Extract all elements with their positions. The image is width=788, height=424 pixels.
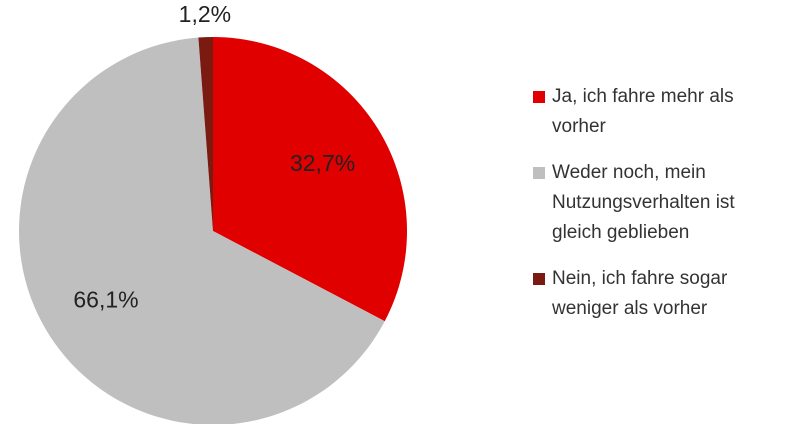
pie-slice — [19, 37, 385, 424]
data-label: 32,7% — [290, 150, 355, 176]
legend-label: Ja, ich fahre mehr als vorher — [552, 86, 734, 137]
pie-slice — [198, 37, 213, 231]
legend-swatch — [533, 91, 545, 103]
legend: Ja, ich fahre mehr als vorher Weder noch,… — [533, 82, 763, 340]
legend-swatch — [533, 273, 545, 285]
legend-item: Weder noch, mein Nutzungsverhalten ist g… — [533, 158, 763, 248]
legend-swatch — [533, 167, 545, 179]
legend-item: Nein, ich fahre sogar weniger als vorher — [533, 264, 763, 324]
legend-label: Nein, ich fahre sogar weniger als vorher — [552, 268, 728, 319]
legend-label: Weder noch, mein Nutzungsverhalten ist g… — [552, 162, 735, 243]
pie-slice — [213, 37, 407, 322]
data-label: 1,2% — [179, 1, 231, 27]
data-label: 66,1% — [73, 286, 138, 312]
chart: 32,7% 66,1% 1,2% — [19, 1, 407, 424]
legend-item: Ja, ich fahre mehr als vorher — [533, 82, 763, 142]
